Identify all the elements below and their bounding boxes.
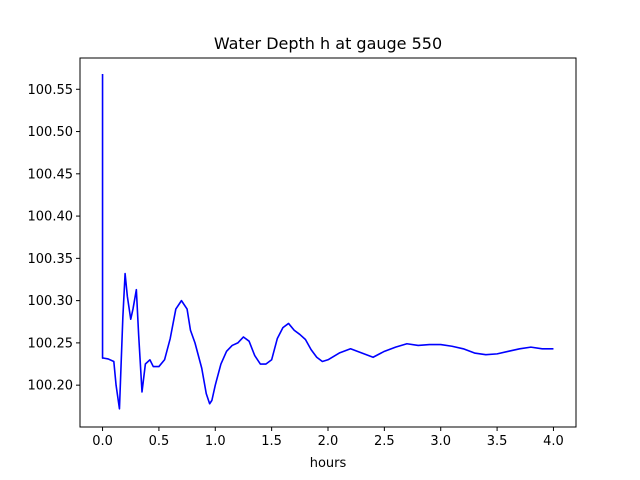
y-tick-label: 100.25 (28, 336, 74, 351)
y-tick-label: 100.55 (28, 83, 74, 98)
x-tick-label: 1.0 (205, 434, 226, 449)
y-axis-ticks: 100.20 100.25 100.30 100.35 100.40 100.45 100.… (28, 83, 80, 394)
y-tick-label: 100.35 (28, 252, 74, 267)
y-tick-label: 100.50 (28, 125, 74, 140)
y-tick-label: 100.20 (28, 379, 74, 394)
chart-title: Water Depth h at gauge 550 (214, 34, 442, 53)
x-tick-label: 3.0 (430, 434, 451, 449)
x-tick-label: 2.0 (318, 434, 339, 449)
x-tick-label: 0.0 (92, 434, 113, 449)
x-axis-ticks: 0.0 0.5 1.0 1.5 2.0 2.5 3.0 3.5 4.0 (92, 427, 564, 449)
x-tick-label: 2.5 (374, 434, 395, 449)
x-axis-label: hours (310, 456, 347, 471)
x-tick-label: 3.5 (487, 434, 508, 449)
x-tick-label: 0.5 (149, 434, 170, 449)
x-tick-label: 1.5 (261, 434, 282, 449)
y-tick-label: 100.30 (28, 294, 74, 309)
x-tick-label: 4.0 (543, 434, 564, 449)
data-series-line (101, 74, 554, 410)
y-tick-label: 100.40 (28, 210, 74, 225)
y-tick-label: 100.45 (28, 167, 74, 182)
plot-frame (79, 57, 577, 428)
